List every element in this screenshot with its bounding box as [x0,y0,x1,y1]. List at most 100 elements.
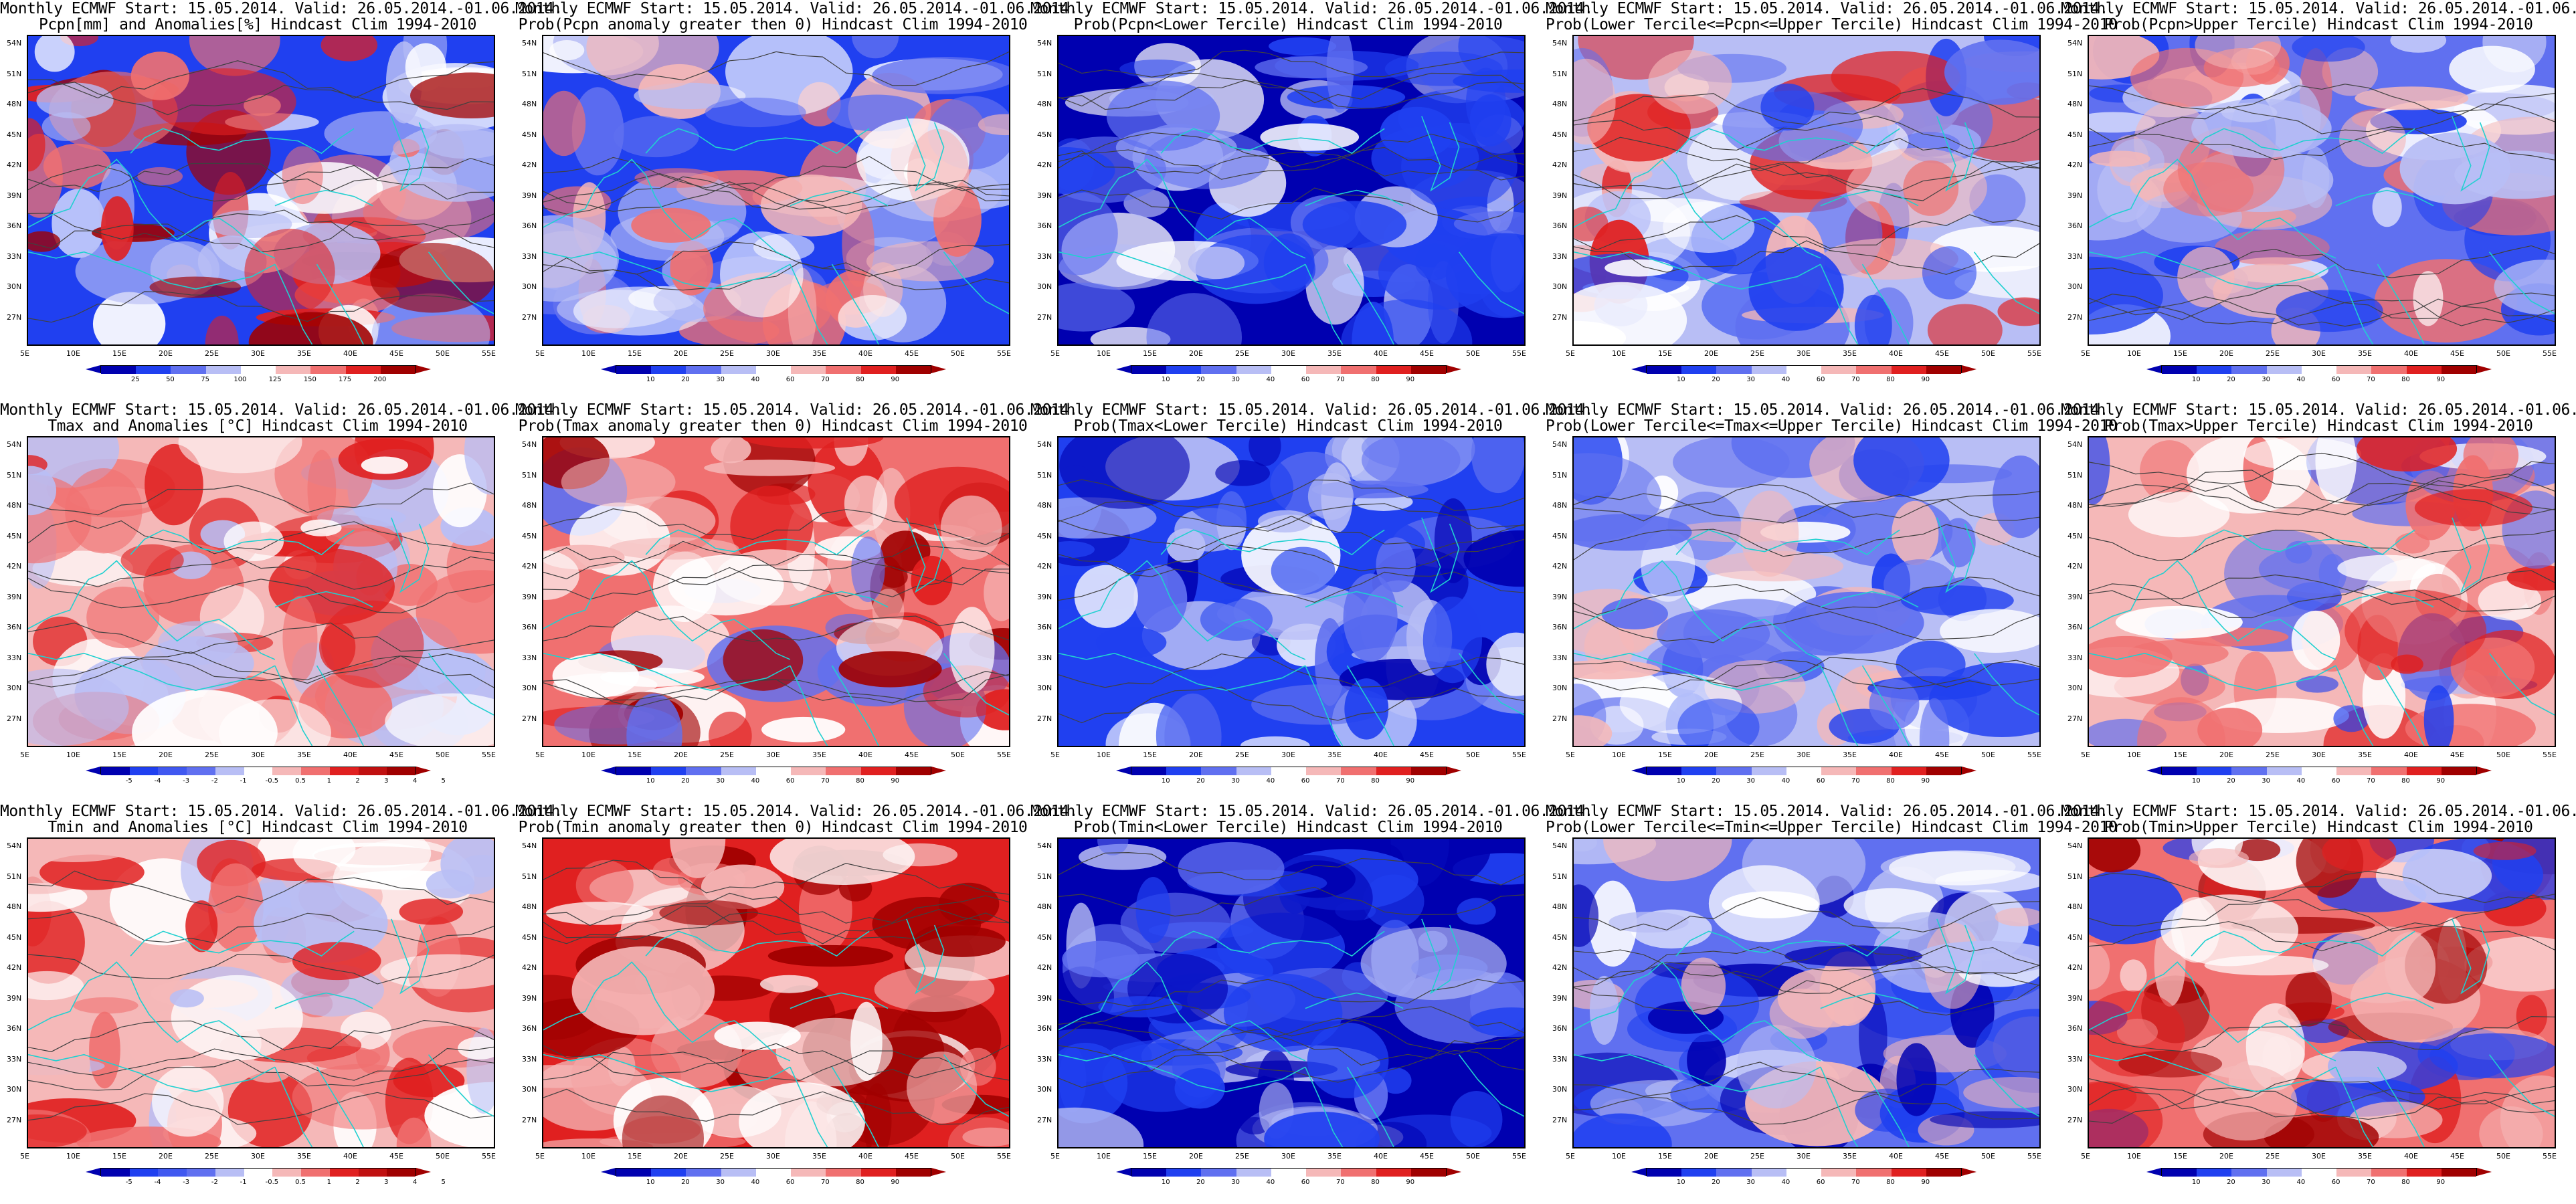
coastline [790,591,889,608]
field-blob [361,456,408,474]
field-blob [571,87,624,176]
field-blob [1453,211,1524,237]
coastline [1574,652,1821,691]
coastline [2089,560,2336,660]
field-blob [1362,437,1461,487]
longitude-label: 20E [1189,1152,1203,1161]
field-blob [248,312,373,344]
colorbar-tick-label: 80 [1371,1179,1380,1186]
latitude-label: 51N [2067,470,2083,480]
coastline [391,116,430,192]
field-blob [416,570,494,654]
coastline [2488,1054,2555,1117]
colorbar-tick-label: -5 [125,1179,132,1186]
colorbar-tick-label: 10 [2191,1179,2201,1186]
colorbar-segment [1410,1169,1446,1177]
colorbar-tick-label: 60 [786,376,795,383]
field-blob [178,437,302,474]
colorbar-tick-label: 30 [2262,1179,2271,1186]
field-blob [1059,1028,1152,1082]
map-field [1059,437,1524,746]
latitude-label: 30N [2067,684,2083,692]
coastline [1305,591,1404,608]
colorbar-tick-label: 80 [1886,1179,1895,1186]
colorbar-segment [1786,767,1822,775]
coastline [645,128,870,155]
field-blob [1257,510,1313,533]
field-blob [65,468,143,554]
contour-line [2089,1086,2555,1118]
field-blob [2258,544,2397,594]
contour-line [543,508,1009,545]
colorbar [2146,365,2492,374]
longitude-label: 40E [2404,1152,2418,1161]
field-blob [1215,460,1270,486]
field-blob [2118,1050,2223,1078]
longitude-label: 30E [1797,349,1811,358]
colorbar-tick-label: 40 [2296,376,2306,383]
field-blob [28,231,61,252]
colorbar-segment [1716,767,1752,775]
contour-line [1574,944,2039,980]
colorbar-tick-label: 70 [2366,1179,2375,1186]
map-frame [1057,35,1526,346]
latitude-label: 51N [1552,470,1568,480]
field-blob [1059,1107,1144,1147]
latitude-label: 30N [1037,1085,1052,1094]
field-blob [2449,45,2535,93]
map-field [543,839,1009,1147]
latitude-label: 39N [522,993,537,1003]
longitude-label: 5E [1566,750,1575,759]
field-blob [171,975,303,1061]
contour-line [1574,161,2039,192]
coastline [1305,189,1404,207]
colorbar-segment [2162,767,2197,775]
field-blob [984,564,1009,621]
field-blob [1940,609,2039,653]
colorbar-tick-label: 60 [2331,777,2340,785]
longitude-label: 20E [2219,750,2233,759]
longitude-label: 15E [1143,750,1157,759]
latitude-label: 54N [2067,841,2083,850]
latitude-label: 27N [1037,1115,1052,1124]
coastline [2377,264,2425,344]
map-panel: Monthly ECMWF Start: 15.05.2014. Valid: … [2061,0,2576,401]
longitude-label: 15E [1658,750,1672,759]
coastline [2335,591,2434,608]
latitude-label: 39N [522,592,537,601]
field-blob [743,437,884,449]
colorbar-segment [1341,366,1376,374]
contour-line [28,520,494,555]
field-blob [1929,662,2039,737]
contour-line [28,911,494,944]
field-blob [2264,1115,2379,1147]
coastline [28,652,276,691]
contour-line [2089,529,2555,561]
latitude-label: 54N [2067,39,2083,47]
contour-line [1059,569,1524,603]
colorbar-segment [616,366,652,374]
latitude-label: 39N [1552,191,1568,200]
longitude-label: 40E [2404,349,2418,358]
latitude-label: 30N [7,282,22,291]
panel-subtitle: Prob(Lower Tercile<=Tmax<=Upper Tercile)… [1546,417,2118,435]
field-blob [1344,678,1389,740]
field-blob [978,114,1009,136]
colorbar-segment [616,1169,652,1177]
colorbar-tick-label: 60 [786,1179,795,1186]
colorbar-segment [826,1169,861,1177]
longitude-label: 55E [482,1152,496,1161]
field-blob [1380,1068,1412,1094]
colorbar-segment [755,1169,792,1177]
latitude-label: 45N [1552,130,1568,139]
contour-line [1059,132,1524,168]
field-blob [918,926,1006,957]
field-blob [120,544,184,577]
colorbar-tick-label: -2 [211,777,218,785]
field-blob [426,870,475,899]
latitude-label: 30N [7,1085,22,1094]
coastline [1973,1054,2039,1117]
longitude-label: 10E [581,750,595,759]
longitude-label: 35E [812,1152,826,1161]
colorbar-segment [826,767,861,775]
